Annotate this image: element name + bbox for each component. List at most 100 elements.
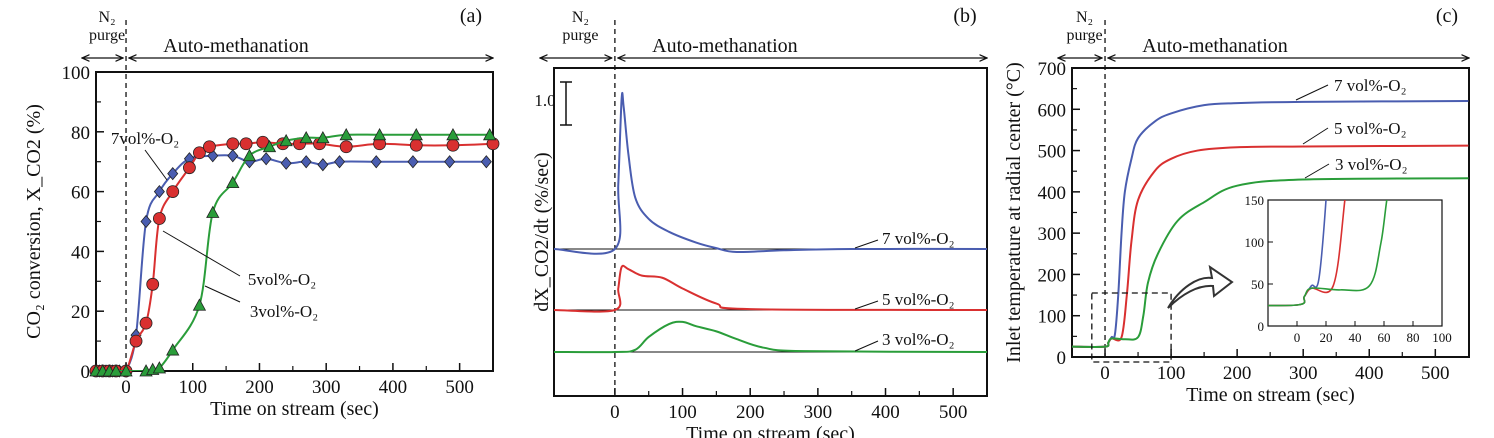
panel-2-x-axis-label: Time on stream (sec): [1186, 384, 1355, 406]
data-point-triangle: [192, 298, 207, 311]
inset-x-tick-label: 60: [1378, 330, 1391, 345]
data-point-diamond: [260, 152, 272, 166]
panel-2-y-axis-label: Inlet temperature at radial center (°C): [1003, 62, 1025, 363]
y-tick-label: 40: [71, 242, 90, 263]
x-tick-label: 500: [939, 402, 968, 423]
panel-0-x-axis-label: Time on stream (sec): [210, 398, 379, 420]
series-label: 5 vol%-O₂: [882, 290, 955, 309]
inset-x-tick-label: 0: [1294, 330, 1301, 345]
data-point-diamond: [153, 184, 165, 199]
x-tick-label: 400: [1355, 363, 1384, 384]
series-leader-line: [1302, 127, 1329, 145]
data-point-circle: [166, 185, 180, 199]
panel-1-plot-frame: [553, 67, 988, 397]
inset-y-tick-label: 150: [1245, 193, 1265, 208]
data-point-triangle: [372, 127, 387, 141]
series-label: 7vol%-O₂: [111, 129, 179, 148]
x-tick-label: 200: [1223, 363, 1252, 384]
panel-2-purge-label: N₂ purge: [1066, 9, 1102, 44]
series-leader-line: [854, 340, 879, 352]
x-tick-label: 100: [1157, 363, 1186, 384]
panel-2-label: (c): [1436, 5, 1458, 27]
y-tick-label: 700: [1038, 59, 1067, 80]
data-point-triangle: [119, 364, 133, 377]
data-point-diamond: [370, 155, 382, 169]
data-point-diamond: [334, 155, 346, 169]
y-tick-label: 20: [71, 302, 90, 323]
data-point-diamond: [280, 156, 292, 170]
panel-1-x-axis-label: Time on stream (sec): [686, 423, 855, 438]
x-tick-label: 500: [1421, 363, 1450, 384]
purge-label-line: N₂: [1076, 9, 1093, 26]
data-point-circle: [409, 138, 423, 152]
data-point-triangle: [299, 130, 313, 144]
panel-2-reaction-label: Auto-methanation: [1142, 35, 1288, 57]
series-label: 3vol%-O₂: [250, 302, 318, 321]
data-point-circle: [239, 137, 253, 151]
x-tick-label: 200: [245, 377, 274, 398]
data-point-triangle: [109, 364, 123, 377]
data-point-diamond: [480, 155, 492, 169]
data-point-diamond: [167, 167, 179, 181]
purge-label-line: N₂: [572, 9, 589, 26]
series-leader-line: [1295, 84, 1329, 101]
y-tick-label: 500: [1038, 142, 1067, 163]
data-point-triangle: [316, 130, 330, 144]
data-point-circle: [146, 277, 160, 291]
data-point-triangle: [242, 148, 257, 162]
series-label: 5 vol%-O₂: [1334, 119, 1407, 138]
data-point-circle: [226, 137, 240, 151]
data-point-circle: [446, 138, 460, 152]
x-tick-label: 0: [610, 402, 620, 423]
data-point-diamond: [407, 155, 419, 169]
data-point-triangle: [262, 139, 277, 153]
data-point-triangle: [152, 361, 167, 374]
series-line-3vol: [553, 320, 988, 354]
data-point-triangle: [279, 133, 293, 147]
series-line-5vol: [96, 141, 493, 371]
data-point-circle: [203, 140, 216, 154]
data-point-circle: [193, 146, 206, 160]
zoom-region-box: [1091, 292, 1172, 363]
inset-x-tick-label: 100: [1432, 330, 1452, 345]
zoom-arrow-icon: [1167, 264, 1234, 309]
data-point-triangle: [206, 205, 220, 218]
data-point-triangle: [446, 127, 460, 141]
inset-y-tick-label: 50: [1251, 277, 1264, 292]
series-leader-line: [854, 239, 879, 249]
data-point-circle: [129, 334, 143, 348]
x-tick-label: 400: [871, 402, 900, 423]
series-line-5vol: [553, 264, 988, 313]
data-point-diamond: [227, 149, 239, 163]
panel-0-y-axis-label: CO₂ conversion, X_CO2 (%): [23, 104, 45, 339]
data-point-triangle: [226, 175, 240, 189]
series-line-7vol: [553, 92, 988, 255]
data-point-diamond: [317, 158, 329, 172]
panel-0-label: (a): [460, 5, 482, 27]
y-tick-label: 300: [1038, 224, 1067, 245]
series-label: 3 vol%-O₂: [882, 330, 955, 349]
purge-label-line: purge: [562, 27, 598, 44]
y-tick-label: 400: [1038, 183, 1067, 204]
y-tick-label: 0: [81, 362, 91, 383]
series-leader-line: [204, 285, 241, 303]
y-tick-label: 0: [1057, 348, 1067, 369]
y-tick-label: 100: [62, 63, 91, 84]
x-tick-label: 100: [178, 377, 207, 398]
purge-label-line: N₂: [98, 9, 115, 26]
inset-x-tick-label: 20: [1320, 330, 1333, 345]
x-tick-label: 0: [121, 377, 131, 398]
data-point-diamond: [444, 155, 456, 169]
purge-label-line: purge: [1066, 27, 1102, 44]
data-point-circle: [139, 316, 153, 330]
y-tick-label: 600: [1038, 100, 1067, 121]
x-tick-label: 300: [1289, 363, 1318, 384]
purge-label-line: purge: [89, 27, 125, 44]
data-point-circle: [152, 212, 166, 225]
x-tick-label: 200: [736, 402, 765, 423]
data-point-triangle: [482, 127, 497, 141]
panel-1-reaction-label: Auto-methanation: [652, 35, 798, 57]
y-tick-label: 60: [71, 183, 90, 204]
data-point-triangle: [409, 127, 423, 141]
